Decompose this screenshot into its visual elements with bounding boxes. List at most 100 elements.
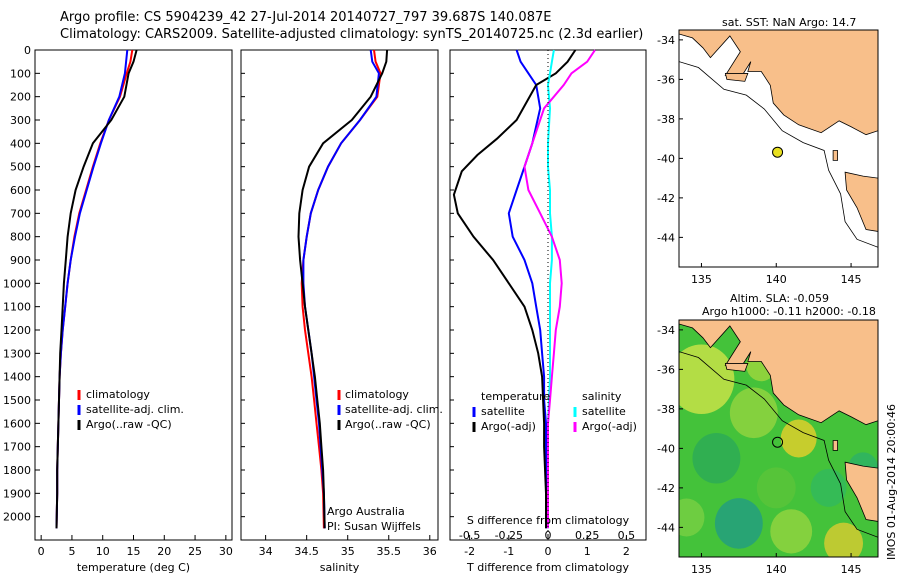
series-line-temperature-argo-adj-: [452, 49, 577, 529]
x-axis-label: salinity: [320, 561, 360, 574]
legend-label: Argo(..raw -QC): [86, 418, 172, 431]
legend-label: satellite-adj. clim.: [345, 403, 443, 416]
y-tick-label: 2000: [3, 511, 31, 524]
y-tick-label: 500: [10, 161, 31, 174]
x-axis-label: T difference from climatology: [466, 561, 629, 574]
s-tick-label: 0: [545, 529, 552, 542]
argo-float-marker: [772, 436, 784, 448]
lat-tick-label: -44: [657, 231, 675, 244]
x-tick-label: 0: [545, 545, 552, 558]
land-kangaroo-island: [724, 73, 749, 82]
series-line-argo-raw-qc-: [297, 49, 389, 529]
plot-frame: [240, 49, 439, 541]
figure-title-line1: Argo profile: CS 5904239_42 27-Jul-2014 …: [60, 10, 552, 25]
legend-label: satellite-adj. clim.: [86, 403, 184, 416]
legend-label: Argo(-adj): [481, 420, 536, 433]
x-axis-label: temperature (deg C): [77, 561, 190, 574]
legend-label: satellite: [582, 405, 626, 418]
legend-title-salinity: salinity: [582, 390, 622, 403]
sla-anomaly-patch: [824, 522, 864, 557]
x-tick-label: 25: [188, 545, 202, 558]
x-tick-label: 1: [584, 545, 591, 558]
s-axis-label: S difference from climatology: [467, 514, 630, 527]
imos-timestamp: IMOS 01-Aug-2014 20:00:46: [885, 404, 898, 560]
series-line-argo-raw-qc-: [55, 49, 138, 529]
lon-tick-label: 145: [841, 563, 862, 576]
x-tick-label: 35.5: [377, 545, 402, 558]
argo-float-marker: [772, 146, 784, 158]
lat-tick-label: -36: [657, 363, 675, 376]
x-tick-label: -1: [503, 545, 514, 558]
y-tick-label: 600: [10, 184, 31, 197]
sla-anomaly-patch: [756, 467, 796, 509]
lat-tick-label: -44: [657, 521, 675, 534]
legend-label: Argo(-adj): [582, 420, 637, 433]
plot-frame: [34, 49, 233, 541]
map-sst-title: sat. SST: NaN Argo: 14.7: [722, 16, 857, 29]
y-tick-label: 1000: [3, 277, 31, 290]
y-tick-label: 800: [10, 231, 31, 244]
map-sla-title-line2: Argo h1000: -0.11 h2000: -0.18: [702, 305, 876, 318]
land-king-island: [832, 440, 839, 451]
land-king-island: [832, 150, 839, 161]
y-tick-label: 1300: [3, 347, 31, 360]
lat-tick-label: -36: [657, 73, 675, 86]
y-tick-label: 300: [10, 114, 31, 127]
series-line-salinity-argo-adj-: [523, 49, 596, 529]
legend-label: Argo(..raw -QC): [345, 418, 431, 431]
y-tick-label: 900: [10, 254, 31, 267]
bathymetry-contour: [679, 61, 878, 248]
legend-title-temperature: temperature: [481, 390, 550, 403]
salinity-plot: 34 34.5 35 35.5 36 salinity climatology satelli…: [240, 49, 443, 574]
lon-tick-label: 135: [691, 273, 712, 286]
map-sst-plot: -34 -36 -38 -40 -42 -44 135 140 145: [657, 29, 879, 286]
bathymetry-contour: [679, 351, 878, 538]
lat-tick-label: -42: [657, 192, 675, 205]
x-tick-label: 2: [623, 545, 630, 558]
lat-tick-label: -42: [657, 482, 675, 495]
land-mainland: [679, 30, 878, 136]
y-tick-label: 1400: [3, 371, 31, 384]
sla-anomaly-patch: [714, 498, 763, 549]
x-tick-label: 10: [96, 545, 110, 558]
x-tick-label: 34.5: [294, 545, 319, 558]
lon-tick-label: 145: [841, 273, 862, 286]
s-tick-label: 0.5: [618, 529, 636, 542]
lat-tick-label: -34: [657, 34, 675, 47]
lon-tick-label: 140: [766, 273, 787, 286]
y-tick-label: 1600: [3, 417, 31, 430]
difference-plot: -2 -1 0 1 2 T difference from climatology S di…: [449, 49, 647, 574]
legend-label: climatology: [86, 388, 150, 401]
sla-anomaly-patch: [770, 509, 813, 554]
map-frame: [678, 29, 879, 268]
s-tick-label: -0.5: [459, 529, 480, 542]
x-tick-label: 5: [68, 545, 75, 558]
sla-anomaly-patch: [780, 419, 817, 458]
legend-label: satellite: [481, 405, 525, 418]
y-tick-label: 400: [10, 137, 31, 150]
y-tick-label: 200: [10, 91, 31, 104]
y-tick-label: 1700: [3, 441, 31, 454]
temperature-plot: 0100200300400500600700800900100011001200…: [3, 44, 233, 574]
y-tick-label: 100: [10, 67, 31, 80]
x-tick-label: 20: [157, 545, 171, 558]
x-tick-label: 0: [38, 545, 45, 558]
sla-anomaly-patch: [692, 432, 741, 484]
figure-title-line2: Climatology: CARS2009. Satellite-adjuste…: [60, 27, 644, 42]
y-tick-label: 1200: [3, 324, 31, 337]
lon-tick-label: 135: [691, 563, 712, 576]
annotation-line1: Argo Australia: [327, 505, 405, 518]
sla-anomaly-patch: [729, 387, 778, 439]
y-tick-label: 1900: [3, 487, 31, 500]
land-kangaroo-island: [724, 363, 749, 372]
y-tick-label: 1800: [3, 464, 31, 477]
x-tick-label: -2: [464, 545, 475, 558]
sla-anomaly-patch: [679, 344, 735, 414]
y-tick-label: 0: [24, 44, 31, 57]
legend-label: climatology: [345, 388, 409, 401]
lat-tick-label: -34: [657, 324, 675, 337]
s-tick-label: -0.25: [495, 529, 523, 542]
map-sla-plot: -34 -36 -38 -40 -42 -44 135 140 145: [657, 319, 879, 576]
lat-tick-label: -40: [657, 152, 675, 165]
